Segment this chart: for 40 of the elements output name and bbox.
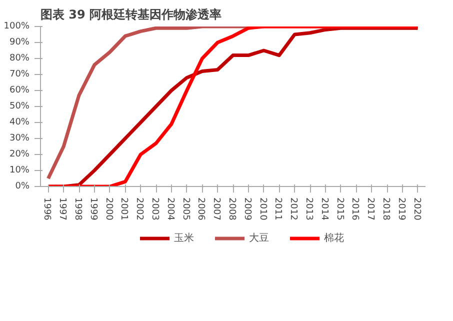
y-tick-label: 90% — [9, 38, 30, 48]
x-tick-label: 2006 — [196, 198, 206, 221]
x-tick-label: 2003 — [150, 198, 160, 220]
legend-label: 玉米 — [174, 232, 194, 245]
y-tick-label: 0% — [15, 182, 30, 192]
x-tick-label: 2010 — [257, 198, 268, 221]
y-tick-label: 10% — [9, 166, 30, 176]
y-tick-label: 30% — [9, 134, 30, 144]
x-tick-label: 2004 — [164, 198, 175, 221]
y-tick-label: 40% — [9, 118, 30, 128]
y-tick-label: 50% — [9, 102, 30, 112]
x-tick-label: 2007 — [211, 198, 222, 220]
y-tick-label: 60% — [9, 86, 30, 96]
x-tick-label: 2012 — [288, 198, 298, 220]
x-tick-label: 2008 — [226, 198, 236, 221]
x-tick-label: 2013 — [304, 198, 314, 220]
x-tick-label: 1998 — [72, 198, 82, 221]
x-tick-label: 2016 — [350, 198, 360, 221]
x-tick-label: 2011 — [272, 198, 283, 220]
y-tick-label: 20% — [9, 150, 30, 160]
x-tick-label: 2005 — [180, 198, 190, 220]
x-tick-label: 2015 — [334, 198, 344, 220]
legend-label: 棉花 — [324, 232, 344, 245]
x-tick-label: 1997 — [57, 198, 68, 220]
x-tick-label: 2000 — [103, 198, 114, 221]
x-tick-label: 2002 — [134, 198, 144, 220]
x-tick-label: 2009 — [242, 198, 252, 221]
chart-title: 图表 39 阿根廷转基因作物渗透率 — [40, 8, 222, 22]
y-tick-label: 100% — [4, 22, 30, 32]
y-tick-label: 70% — [9, 70, 30, 80]
x-tick-label: 2017 — [365, 198, 376, 220]
legend-label: 大豆 — [249, 232, 269, 245]
x-tick-label: 2019 — [396, 198, 406, 221]
x-tick-label: 1996 — [42, 198, 52, 221]
x-tick-label: 2020 — [411, 198, 422, 221]
x-tick-label: 2018 — [380, 198, 390, 221]
x-tick-label: 2014 — [318, 198, 329, 221]
x-tick-label: 2001 — [118, 198, 129, 220]
x-tick-label: 1999 — [88, 198, 98, 221]
y-tick-label: 80% — [9, 54, 30, 64]
